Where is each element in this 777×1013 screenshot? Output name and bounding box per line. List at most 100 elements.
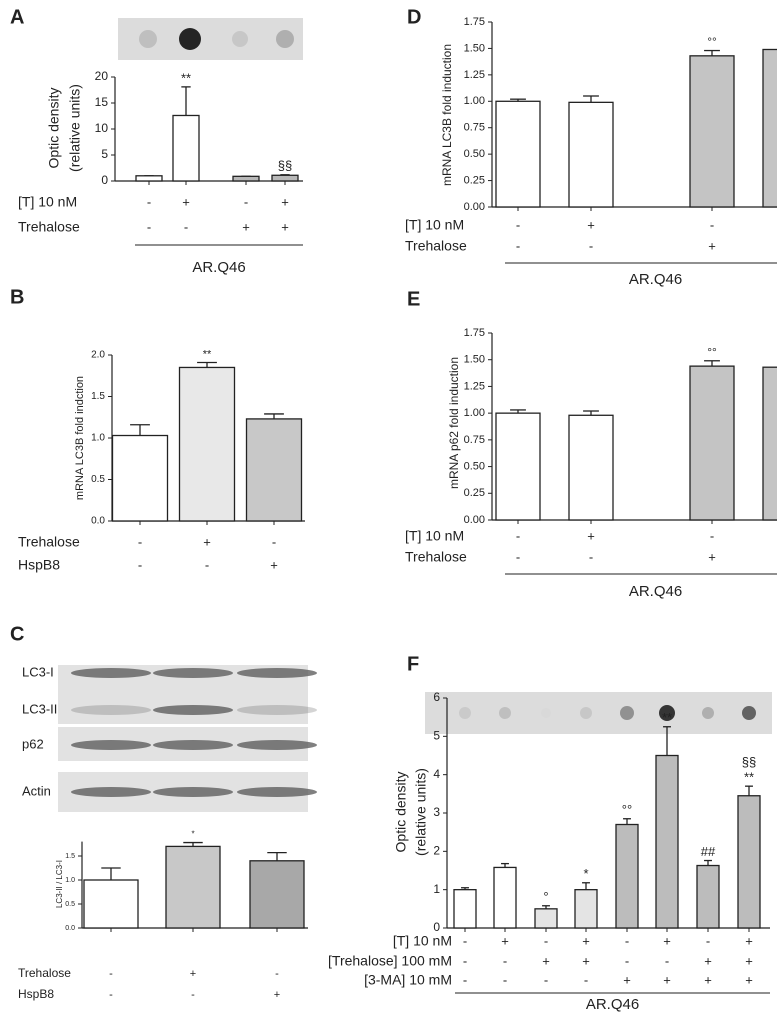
condition-sign: - [706, 933, 710, 948]
condition-sign: - [516, 549, 520, 564]
significance-mark: °° [622, 802, 632, 817]
significance-mark: §§ [278, 158, 292, 173]
significance-mark: ** [203, 348, 212, 360]
blot-label: Actin [22, 783, 51, 798]
y-tick-label: 6 [433, 690, 440, 704]
blot-band [71, 740, 151, 750]
condition-label: Trehalose [405, 238, 467, 254]
y-tick-label: 1.00 [464, 407, 485, 419]
blot-dot [620, 706, 634, 720]
condition-sign: + [242, 219, 250, 234]
y-tick-label: 0 [101, 173, 108, 187]
y-axis-label: Optic density [393, 772, 409, 853]
y-tick-label: 0.00 [464, 514, 485, 526]
y-tick-label: 5 [433, 729, 440, 743]
y-tick-label: 1.00 [464, 95, 485, 107]
significance-mark: ** [662, 710, 672, 725]
bar [655, 754, 679, 929]
y-tick-label: 1.25 [464, 69, 485, 81]
significance-mark: ° [543, 889, 548, 904]
condition-sign: + [745, 933, 753, 948]
bar [178, 366, 236, 522]
condition-sign: - [589, 238, 593, 253]
condition-sign: - [463, 933, 467, 948]
group-label: AR.Q46 [586, 996, 639, 1013]
bar [737, 795, 761, 929]
blot-dot [459, 707, 471, 719]
condition-sign: - [184, 219, 188, 234]
condition-sign: - [205, 557, 209, 572]
bar [689, 55, 735, 208]
bar [495, 100, 541, 208]
condition-sign: + [203, 534, 211, 549]
significance-mark: ## [701, 844, 716, 859]
bar [165, 845, 221, 929]
bar [249, 860, 305, 929]
condition-sign: - [665, 953, 669, 968]
condition-label: [T] 10 nM [405, 217, 464, 233]
blot-label: LC3-I [22, 664, 54, 679]
condition-sign: - [147, 219, 151, 234]
condition-sign: + [663, 972, 671, 987]
blot-band [237, 668, 317, 678]
significance-mark: * [191, 830, 194, 839]
y-tick-label: 10 [95, 121, 109, 135]
condition-label: [T] 10 nM [18, 194, 77, 210]
bar [762, 48, 777, 208]
condition-sign: - [625, 933, 629, 948]
y-axis-label: (relative units) [67, 84, 83, 172]
condition-sign: - [272, 534, 276, 549]
condition-sign: + [190, 968, 196, 980]
condition-label: [Trehalose] 100 mM [328, 953, 452, 969]
bar [135, 175, 163, 182]
blot-band [153, 668, 233, 678]
y-tick-label: 1.5 [91, 391, 105, 402]
condition-label: HspB8 [18, 987, 54, 1001]
y-tick-label: 1.75 [464, 327, 485, 339]
blot-dot [179, 28, 201, 50]
y-tick-label: 1.50 [464, 354, 485, 366]
bar [232, 175, 260, 182]
y-tick-label: 4 [433, 767, 440, 781]
bar [615, 823, 639, 929]
condition-sign: + [582, 933, 590, 948]
y-tick-label: 0.25 [464, 174, 485, 186]
blot-dot [139, 30, 157, 48]
dot-blot [425, 692, 772, 734]
bar [534, 908, 558, 929]
condition-label: [T] 10 nM [405, 528, 464, 544]
y-tick-label: 0.50 [464, 460, 485, 472]
bar [493, 866, 517, 929]
condition-sign: + [663, 933, 671, 948]
panel-label: E [407, 288, 420, 310]
group-label: AR.Q46 [192, 259, 245, 276]
condition-sign: - [516, 528, 520, 543]
y-tick-label: 1.25 [464, 380, 485, 392]
blot-band [153, 740, 233, 750]
condition-sign: - [463, 972, 467, 987]
bar [271, 174, 299, 182]
condition-sign: + [704, 953, 712, 968]
y-tick-label: 0.00 [464, 201, 485, 213]
condition-sign: + [182, 194, 190, 209]
y-tick-label: 0.0 [65, 925, 75, 932]
group-label: AR.Q46 [629, 271, 682, 288]
blot-dot [659, 705, 675, 721]
y-tick-label: 2 [433, 844, 440, 858]
blot-dot [232, 31, 248, 47]
blot-band [71, 668, 151, 678]
condition-label: [3-MA] 10 mM [364, 972, 452, 988]
bar [245, 418, 303, 522]
y-tick-label: 1.75 [464, 16, 485, 28]
condition-sign: - [463, 953, 467, 968]
bar [172, 114, 200, 182]
blot-band [71, 705, 151, 715]
y-tick-label: 20 [95, 69, 109, 83]
blot-band [153, 787, 233, 797]
condition-sign: + [587, 217, 595, 232]
bar [83, 879, 139, 929]
condition-sign: - [516, 217, 520, 232]
blot-dot [580, 707, 592, 719]
blot-band [71, 787, 151, 797]
bar [495, 412, 541, 521]
